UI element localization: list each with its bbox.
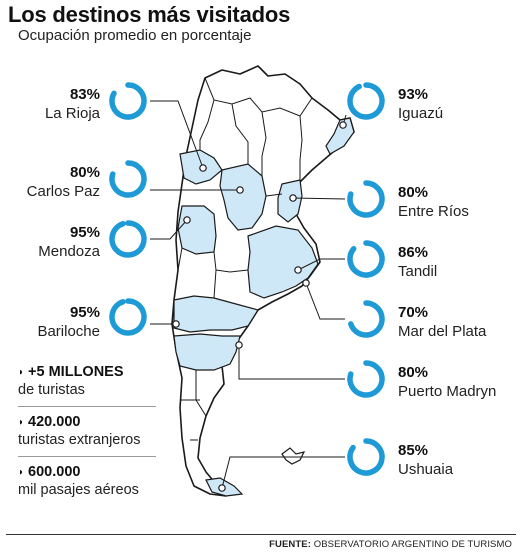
province-chubut bbox=[173, 333, 241, 371]
stat-divider bbox=[18, 456, 156, 457]
leader-line-ushuaia bbox=[221, 456, 345, 489]
marker-carlos-paz bbox=[236, 186, 244, 194]
chart-subtitle: Ocupación promedio en porcentaje bbox=[18, 27, 252, 44]
province-borders bbox=[177, 77, 313, 441]
donut-ring-ushuaia bbox=[347, 438, 385, 476]
dest-mendoza-pct: 95% bbox=[69, 224, 100, 241]
dest-puerto-madryn: 80% Puerto Madryn bbox=[398, 364, 496, 400]
dest-iguazu-name: Iguazú bbox=[398, 105, 444, 122]
leader-line-mendoza bbox=[150, 219, 188, 240]
stat-divider bbox=[18, 406, 156, 407]
dest-mar-del-plata-name: Mar del Plata bbox=[398, 323, 487, 340]
dest-mar-del-plata: 70% Mar del Plata bbox=[398, 304, 486, 340]
dest-puerto-madryn-pct: 80% bbox=[398, 364, 429, 381]
dest-puerto-madryn-name: Puerto Madryn bbox=[398, 383, 497, 400]
dest-entre-rios-name: Entre Ríos bbox=[398, 203, 469, 220]
province-entre-rios bbox=[277, 179, 303, 223]
dest-bariloche-name: Bariloche bbox=[37, 323, 100, 340]
dest-iguazu: 93% Iguazú bbox=[398, 86, 443, 122]
dest-ushuaia: 85% Ushuaia bbox=[398, 442, 453, 478]
malvinas-islands bbox=[281, 447, 306, 465]
leader-line-entre-rios bbox=[292, 197, 346, 200]
source-note: FUENTE: OBSERVATORIO ARGENTINO DE TURISM… bbox=[269, 539, 512, 550]
dest-carlos-paz-pct: 80% bbox=[69, 164, 100, 181]
donut-ring-puerto-madryn bbox=[347, 360, 385, 398]
dest-tandil: 86% Tandil bbox=[398, 244, 437, 280]
marker-iguazu bbox=[339, 121, 347, 129]
province-mendoza bbox=[177, 205, 217, 255]
stat-foreign-tourists: ◗ 420.000 turistas extranjeros bbox=[18, 414, 158, 448]
stat-total-tourists-value: +5 MILLONES bbox=[28, 364, 124, 380]
stat-foreign-tourists-desc: turistas extranjeros bbox=[18, 432, 141, 448]
marker-entre-rios bbox=[289, 194, 297, 202]
dest-entre-rios: 80% Entre Ríos bbox=[398, 184, 469, 220]
province-cordoba bbox=[219, 163, 267, 231]
footer-rule bbox=[6, 534, 516, 535]
marker-puerto-madryn bbox=[235, 341, 243, 349]
dest-entre-rios-pct: 80% bbox=[398, 184, 429, 201]
dest-tandil-pct: 86% bbox=[398, 244, 429, 261]
stat-foreign-tourists-value: 420.000 bbox=[28, 414, 81, 430]
dest-bariloche-pct: 95% bbox=[69, 304, 100, 321]
marker-mar-del-plata bbox=[302, 279, 310, 287]
bullet-icon: ◗ bbox=[18, 467, 25, 478]
marker-mendoza bbox=[183, 216, 191, 224]
dest-la-rioja-name: La Rioja bbox=[44, 105, 100, 122]
donut-rings bbox=[109, 82, 385, 476]
dest-la-rioja: 83% La Rioja bbox=[0, 86, 100, 122]
donut-ring-entre-rios bbox=[347, 180, 385, 218]
province-misiones bbox=[325, 117, 355, 155]
dest-tandil-name: Tandil bbox=[398, 263, 438, 280]
donut-ring-carlos-paz bbox=[109, 160, 147, 198]
chart-title: Los destinos más visitados bbox=[8, 2, 291, 27]
marker-tandil bbox=[294, 266, 302, 274]
source-text: OBSERVATORIO ARGENTINO DE TURISMO bbox=[313, 539, 512, 550]
dest-mendoza-name: Mendoza bbox=[38, 243, 100, 260]
province-neuquen-rio-negro bbox=[173, 295, 259, 333]
bullet-icon: ◗ bbox=[18, 367, 25, 378]
donut-ring-mendoza bbox=[109, 220, 147, 258]
leader-line-mar-del-plata bbox=[305, 282, 345, 320]
dest-la-rioja-pct: 83% bbox=[69, 86, 100, 103]
leader-line-puerto-madryn bbox=[238, 345, 345, 380]
stat-air-tickets-desc: mil pasajes aéreos bbox=[18, 482, 139, 498]
leader-line-tandil bbox=[297, 258, 345, 271]
dest-mar-del-plata-pct: 70% bbox=[398, 304, 429, 321]
marker-dots bbox=[172, 121, 347, 492]
donut-ring-la-rioja bbox=[109, 82, 147, 120]
donut-ring-bariloche bbox=[109, 298, 147, 336]
donut-ring-iguazu bbox=[347, 82, 385, 120]
bullet-icon: ◗ bbox=[18, 417, 25, 428]
dest-iguazu-pct: 93% bbox=[398, 86, 429, 103]
dest-carlos-paz-name: Carlos Paz bbox=[26, 183, 100, 200]
dest-ushuaia-name: Ushuaia bbox=[398, 461, 454, 478]
dest-mendoza: 95% Mendoza bbox=[0, 224, 100, 260]
stat-total-tourists: ◗ +5 MILLONES de turistas bbox=[18, 364, 158, 398]
stat-total-tourists-desc: de turistas bbox=[18, 382, 85, 398]
leader-line-la-rioja bbox=[150, 100, 204, 169]
leader-lines bbox=[150, 100, 347, 489]
marker-ushuaia bbox=[218, 484, 226, 492]
donut-ring-tandil bbox=[347, 240, 385, 278]
stat-air-tickets: ◗ 600.000 mil pasajes aéreos bbox=[18, 464, 158, 498]
marker-bariloche bbox=[172, 320, 180, 328]
donut-ring-mar-del-plata bbox=[348, 300, 385, 338]
stat-air-tickets-value: 600.000 bbox=[28, 464, 81, 480]
dest-ushuaia-pct: 85% bbox=[398, 442, 429, 459]
source-label: FUENTE: bbox=[269, 539, 311, 550]
dest-carlos-paz: 80% Carlos Paz bbox=[0, 164, 100, 200]
dest-bariloche: 95% Bariloche bbox=[0, 304, 100, 340]
marker-la-rioja bbox=[199, 164, 207, 172]
